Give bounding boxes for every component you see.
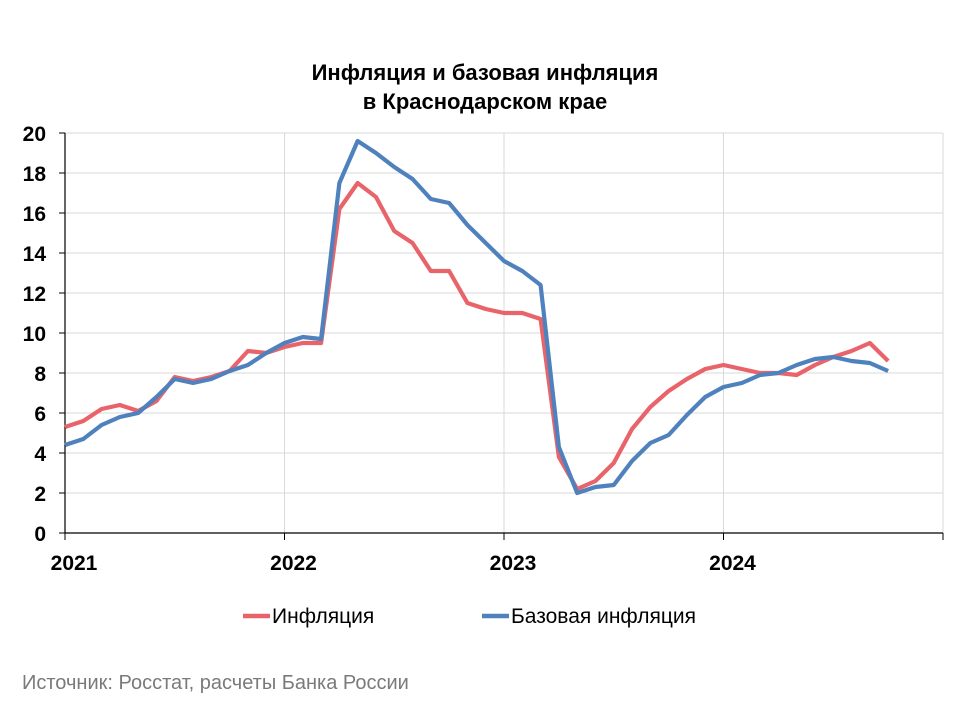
series-lines — [64, 138, 890, 496]
inflation-line — [64, 180, 890, 492]
core-inflation-line — [64, 138, 889, 496]
chart-title-line-1: Инфляция и базовая инфляция — [312, 60, 659, 85]
x-tick-label: 2021 — [51, 552, 98, 575]
y-tick-label: 4 — [34, 443, 46, 466]
x-tick-label: 2023 — [490, 552, 537, 575]
y-tick-label: 12 — [23, 283, 46, 306]
x-tick-label: 2022 — [270, 552, 317, 575]
legend-label-core-inflation: Базовая инфляция — [511, 605, 696, 628]
y-tick-label: 2 — [34, 483, 46, 506]
y-tick-label: 10 — [23, 323, 46, 346]
source-note: Источник: Росстат, расчеты Банка России — [22, 672, 409, 694]
y-tick-label: 6 — [34, 403, 46, 426]
legend-label-inflation: Инфляция — [272, 605, 374, 628]
chart-title-line-2: в Краснодарском крае — [363, 89, 607, 114]
legend: Инфляция Базовая инфляция — [243, 605, 696, 628]
y-tick-label: 8 — [34, 363, 46, 386]
y-axis-ticks: 0 2 4 6 8 10 12 14 16 18 20 — [23, 123, 65, 546]
y-tick-label: 0 — [34, 523, 46, 546]
gridlines — [65, 132, 944, 533]
y-tick-label: 14 — [23, 243, 47, 266]
x-tick-label: 2024 — [709, 552, 756, 575]
y-tick-label: 16 — [23, 203, 46, 226]
y-tick-label: 20 — [23, 123, 46, 146]
y-tick-label: 18 — [23, 163, 47, 186]
x-axis-ticks: 2021 2022 2023 2024 — [51, 533, 944, 575]
